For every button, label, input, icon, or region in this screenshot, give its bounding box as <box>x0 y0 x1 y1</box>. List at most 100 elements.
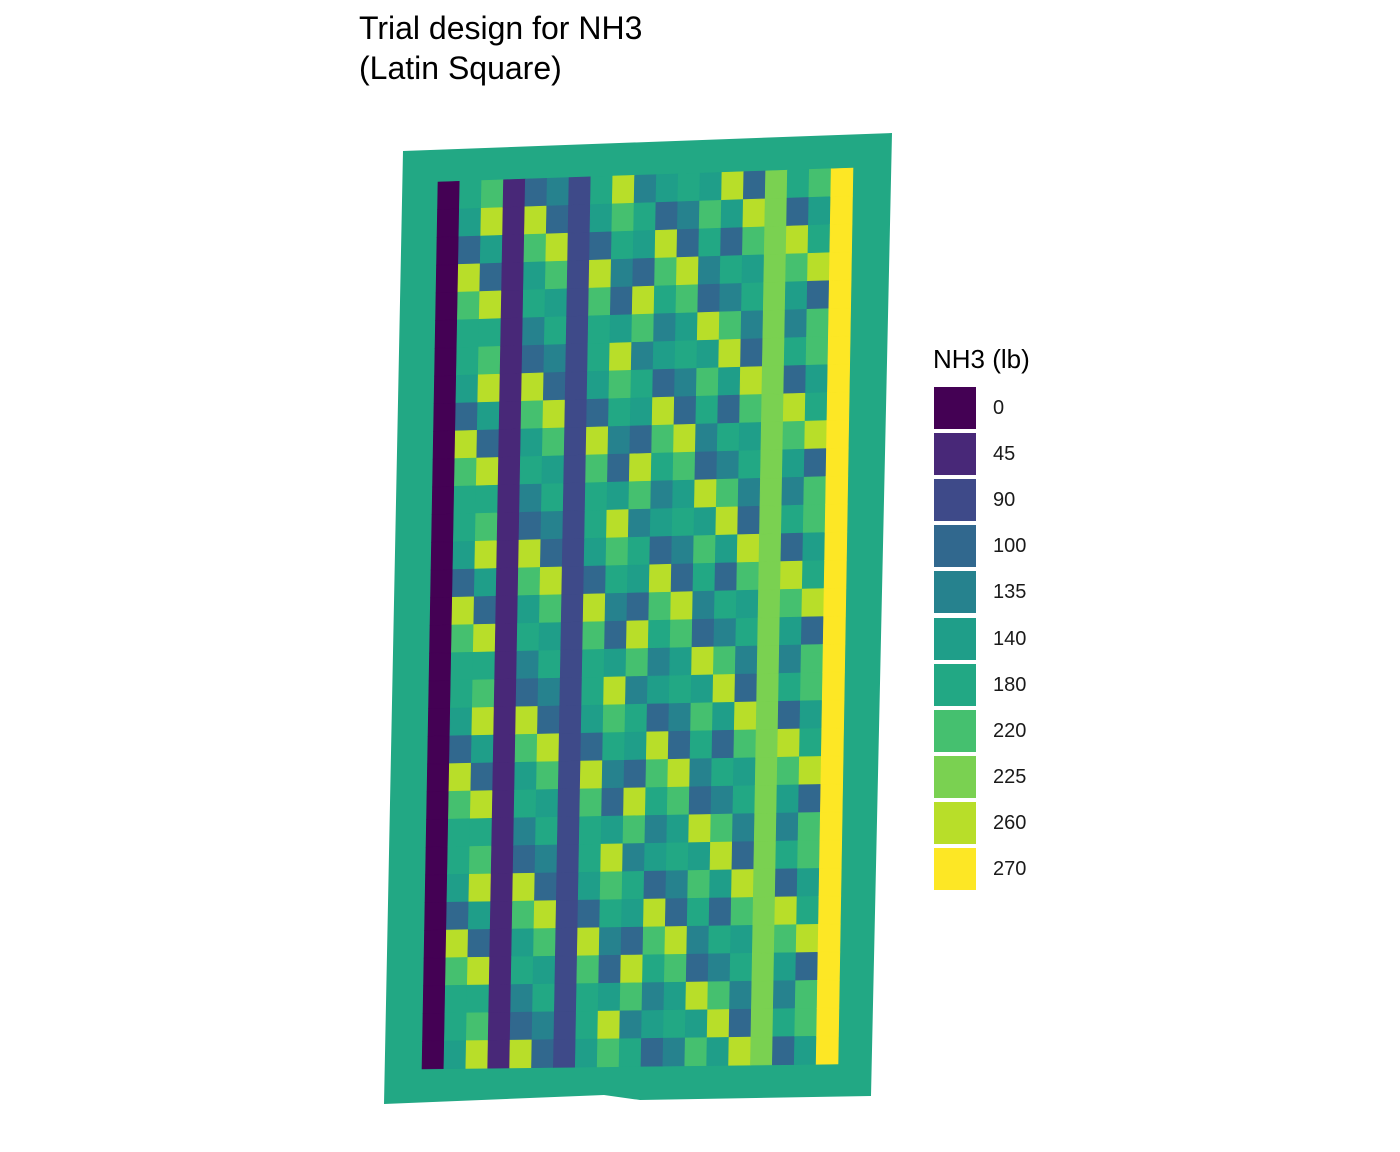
plot-cell <box>544 260 568 290</box>
plot-cell <box>498 428 522 458</box>
plot-cell <box>626 592 650 622</box>
plot-cell <box>456 346 480 376</box>
plot-cell <box>487 1039 511 1069</box>
plot-cell <box>601 759 625 789</box>
plot-cell <box>500 289 524 319</box>
plot-cell <box>665 870 689 900</box>
plot-cell <box>694 479 717 509</box>
plot-cell <box>743 170 766 200</box>
plot-cell <box>577 871 601 901</box>
plot-cell <box>730 925 754 954</box>
plot-cell <box>473 595 497 625</box>
plot-cell <box>713 646 736 676</box>
plot-cell <box>622 843 646 872</box>
plot-cell <box>558 732 582 762</box>
plot-cell <box>717 394 741 424</box>
plot-cell <box>423 929 447 959</box>
plot-cell <box>514 733 538 763</box>
plot-cell <box>524 205 548 235</box>
plot-cell <box>822 615 846 645</box>
plot-cell <box>773 952 797 982</box>
legend-item: 90 <box>934 479 1134 523</box>
plot-cell <box>760 421 784 451</box>
plot-cell <box>604 592 628 622</box>
plot-cell <box>712 674 736 704</box>
plot-cell <box>531 1011 555 1041</box>
plot-cell <box>829 195 853 226</box>
legend-label: 225 <box>993 765 1027 788</box>
plot-cell <box>533 928 557 957</box>
plot-cell <box>628 480 652 510</box>
plot-cell <box>732 757 756 787</box>
plot-cell <box>729 980 753 1010</box>
plot-cell <box>795 952 819 981</box>
plot-cell <box>538 650 562 679</box>
plot-cell <box>707 953 731 983</box>
plot-cell <box>730 897 754 926</box>
plot-cell <box>815 1035 839 1065</box>
plot-cell <box>757 589 781 619</box>
plot-cell <box>588 287 612 317</box>
plot-cell <box>431 513 455 543</box>
plot-cell <box>755 729 779 759</box>
plot-cell <box>555 899 579 929</box>
plot-cell <box>599 871 623 901</box>
plot-cell <box>598 954 622 984</box>
plot-cell <box>685 953 709 983</box>
plot-cell <box>758 561 782 591</box>
plot-cell <box>576 927 600 957</box>
legend-swatch <box>934 433 976 476</box>
plot-cell <box>511 928 535 958</box>
legend-swatch <box>934 479 976 522</box>
plot-cell <box>468 845 492 875</box>
plot-cell <box>618 1038 642 1067</box>
plot-cell <box>671 507 695 537</box>
plot-cell <box>821 671 845 701</box>
plot-cell <box>568 176 592 206</box>
legend-item: 220 <box>934 709 1134 754</box>
plot-cell <box>796 896 820 925</box>
plot-cell <box>602 704 626 734</box>
plot-cell <box>808 168 832 198</box>
plot-cell <box>501 262 525 292</box>
plot-cell <box>428 680 452 709</box>
plot-cell <box>797 840 821 870</box>
plot-cell <box>711 757 735 787</box>
plot-cell <box>644 814 668 844</box>
plot-cell <box>498 400 522 430</box>
plot-cell <box>720 199 744 229</box>
plot-cell <box>430 541 454 571</box>
plot-cell <box>510 984 534 1013</box>
plot-cell <box>802 532 826 562</box>
plot-cell <box>761 365 785 395</box>
plot-cell <box>652 368 676 398</box>
plot-cell <box>535 816 559 846</box>
legend-label: 260 <box>993 811 1027 834</box>
plot-cell <box>664 898 688 928</box>
plot-cell <box>739 366 763 396</box>
plot-cell <box>759 477 783 507</box>
plot-cell <box>807 252 831 282</box>
plot-cell <box>557 788 581 818</box>
plot-cell <box>458 207 482 238</box>
plot-cell <box>820 755 844 785</box>
plot-cell <box>818 895 842 925</box>
plot-cell <box>736 561 760 591</box>
plot-cell <box>817 923 841 953</box>
plot-cell <box>676 228 700 258</box>
plot-cell <box>429 624 453 654</box>
plot-cell <box>501 234 525 264</box>
plot-cell <box>709 869 733 899</box>
plot-cell <box>649 536 673 566</box>
plot-cell <box>466 956 490 986</box>
plot-cell <box>611 202 635 233</box>
plot-cell <box>764 169 788 200</box>
plot-cell <box>764 197 788 228</box>
plot-cell <box>488 956 512 986</box>
plot-cell <box>716 450 740 480</box>
plot-cell <box>670 563 694 593</box>
plot-cell <box>578 816 602 845</box>
legend-label: 100 <box>993 535 1027 558</box>
plot-cell <box>750 1008 774 1038</box>
plot-cell <box>490 873 514 902</box>
